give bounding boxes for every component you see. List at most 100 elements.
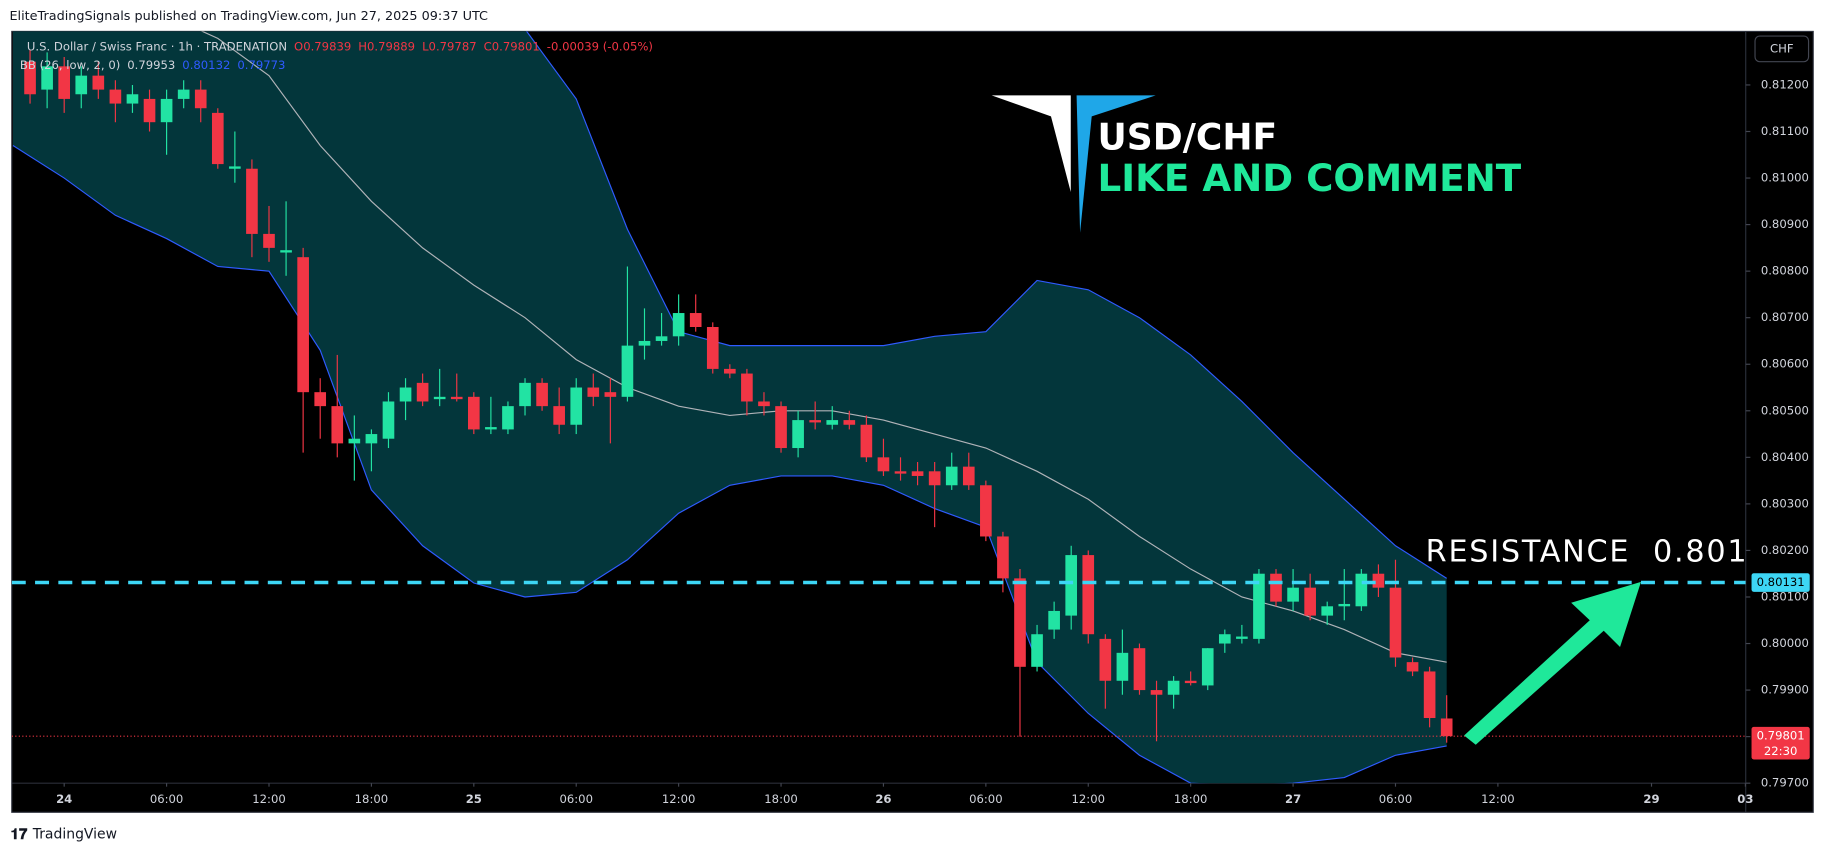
candle-body [1099,638,1112,681]
x-tick-label: 18:00 [355,792,389,806]
candle-body [809,420,821,423]
legend-indicator-row: BB (26, low, 2, 0) 0.79953 0.80132 0.79773 [20,58,286,72]
legend-indicator-value: 0.80132 [182,58,230,72]
candle-body [41,66,53,90]
y-tick-label: 0.79700 [1761,776,1809,790]
resistance-price-box [1751,573,1810,592]
candle-body [1116,652,1129,681]
candle-body [962,466,975,486]
candle-body [280,250,292,253]
y-tick-label: 0.80300 [1761,496,1809,510]
candle-body [519,382,531,407]
x-tick-label: 25 [466,792,482,806]
candle-body [211,112,224,165]
resistance-price-label: 0.80131 [1757,575,1805,589]
candle-body [689,313,702,328]
y-tick-label: 0.80900 [1761,217,1809,231]
candle-body [843,420,856,425]
candle-body [1082,555,1095,635]
pair-title: USD/CHF [1098,117,1278,159]
legend-indicator-value: 0.79953 [127,58,175,72]
candle-body [109,89,122,104]
candle-body [297,257,309,393]
x-tick-label: 18:00 [1174,792,1208,806]
x-tick-label: 06:00 [1379,792,1413,806]
legend-ohlc: C0.79801 [484,39,540,53]
candle-body [877,457,890,472]
candle-body [1338,603,1351,607]
legend-indicator-value: 0.79773 [237,58,285,72]
y-tick-label: 0.80700 [1761,310,1809,324]
candle-body [433,396,446,400]
candle-body [638,340,651,346]
candle-body [1184,680,1197,684]
candle-body [229,166,241,169]
candle-body [399,387,412,402]
candle-body [724,368,736,374]
footer-brand: TradingView [32,826,117,842]
logo-white [991,95,1071,193]
candle-body [553,406,565,425]
candle-body [92,75,105,90]
candle-body [1218,634,1231,644]
last-price-label: 0.79801 [1757,729,1805,743]
candle-body [1048,610,1060,630]
candle-body [1304,587,1316,616]
candle-body [416,382,429,402]
y-tick-label: 0.81100 [1761,124,1809,138]
y-tick-label: 0.80100 [1761,589,1809,603]
countdown-label: 22:30 [1764,744,1798,758]
currency-button[interactable] [1754,35,1810,63]
y-tick-label: 0.80000 [1761,636,1809,650]
candle-body [672,313,685,337]
candle-body [126,94,139,104]
candle-body [826,420,839,425]
candle-body [160,98,173,123]
candle-body [450,396,463,400]
candle-body [1201,648,1214,686]
candle-body [655,336,668,341]
candle-body [1031,634,1043,667]
candle-body [1406,662,1419,672]
x-tick-label: 18:00 [764,792,798,806]
arrow [1464,581,1641,745]
candle-body [1287,587,1299,602]
candle-body [928,471,941,486]
footer-logo: 𝟏𝟕 [11,825,28,843]
y-tick-label: 0.80800 [1761,264,1809,278]
candle-body [58,66,71,99]
candle-body [365,434,378,444]
candle-body [331,406,344,444]
logo-blue [1076,95,1156,233]
candle-body [1065,555,1078,616]
candle-body [1133,648,1146,691]
candle-body [1423,671,1436,719]
candle-body [1150,690,1163,695]
x-tick-label: 12:00 [662,792,696,806]
y-tick-label: 0.79900 [1761,683,1809,697]
candle-body [382,401,395,439]
legend-ohlc: L0.79787 [422,39,477,53]
candle-body [621,345,634,397]
x-tick-label: 24 [56,792,72,806]
candle-body [587,387,600,397]
candle-body [1270,573,1282,602]
candle-body [1253,573,1265,639]
y-tick-label: 0.80500 [1761,403,1809,417]
candle-body [177,89,190,99]
x-tick-label: 03 [1737,792,1753,806]
x-tick-label: 06:00 [150,792,184,806]
candle-body [1321,606,1334,616]
legend-symbol-row: U.S. Dollar / Swiss Franc · 1h · TRADENA… [27,39,653,53]
legend-ohlc: H0.79889 [358,39,415,53]
y-tick-label: 0.80600 [1761,357,1809,371]
candle-body [485,427,497,430]
x-tick-label: 12:00 [252,792,286,806]
candle-body [348,438,361,444]
candle-body [604,392,617,397]
candle-body [758,401,770,407]
x-tick-label: 29 [1643,792,1659,806]
x-tick-label: 27 [1285,792,1301,806]
candle-body [911,471,924,476]
